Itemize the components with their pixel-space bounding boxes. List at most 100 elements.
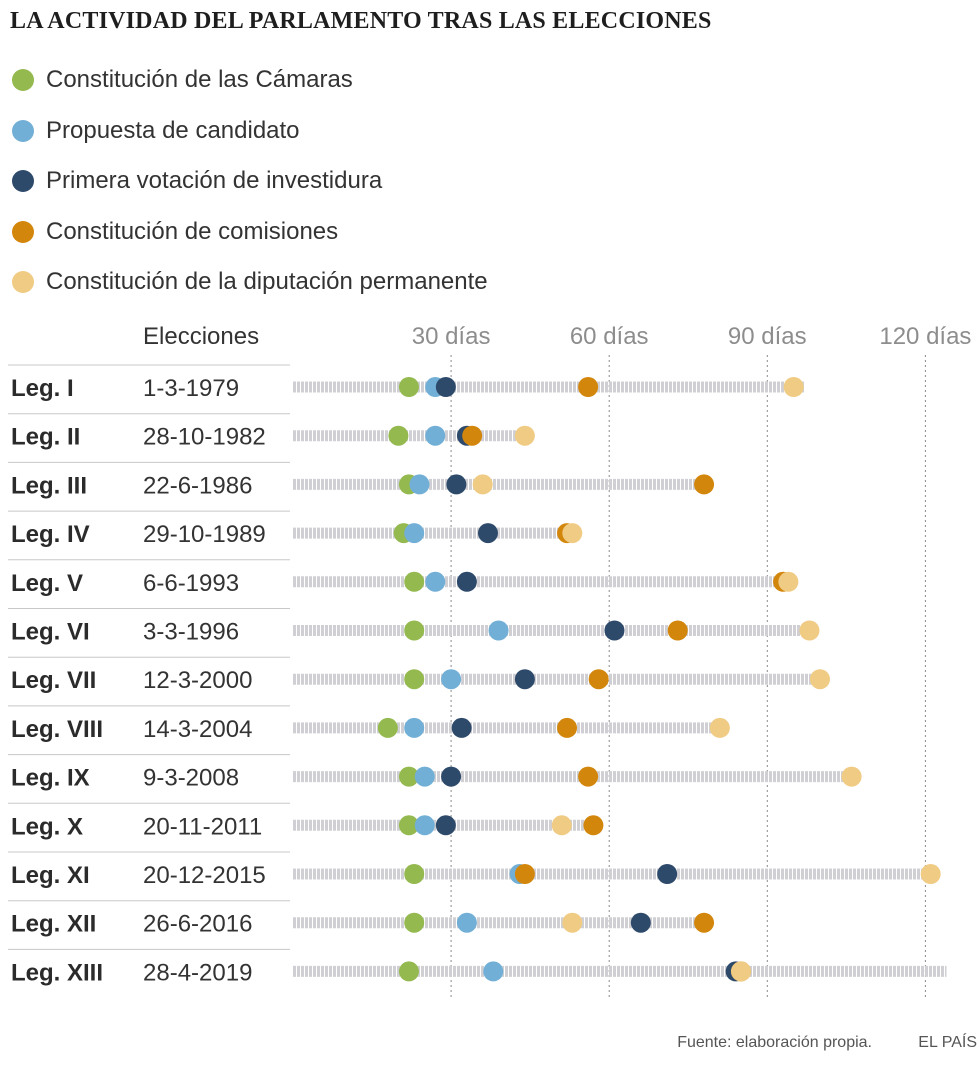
x-tick-label: 60 días [570,323,649,350]
dot-votacion [630,912,651,933]
dot-camaras [398,961,419,982]
legend-dot-camaras [12,69,34,92]
dot-camaras [398,377,419,397]
dot-comisiones [583,815,604,836]
dot-candidato [441,669,462,690]
row-election-date: 20-11-2011 [143,813,262,840]
dot-votacion [446,474,467,495]
row-legislature-label: Leg. XII [11,911,96,938]
dot-votacion [604,620,625,641]
dot-diputacion [472,474,493,495]
dot-camaras [398,766,419,787]
legend-dot-candidato [12,119,34,142]
legend-label-camaras: Constitución de las Cámaras [46,66,353,94]
row-election-date: 14-3-2004 [143,716,252,743]
dot-comisiones [578,766,599,787]
dot-votacion [435,377,456,397]
dot-votacion [451,717,472,738]
row-legislature-label: Leg. X [11,813,83,840]
dot-votacion [441,766,462,787]
row-election-date: 20-12-2015 [143,862,266,889]
row-legislature-label: Leg. III [11,472,87,499]
legend-item-camaras: Constitución de las Cámaras [12,55,488,106]
dot-candidato [414,766,435,787]
row-election-date: 26-6-2016 [143,911,252,938]
legend-label-comisiones: Constitución de comisiones [46,217,339,245]
dot-candidato [425,571,446,592]
dot-camaras [398,815,419,836]
dot-candidato [488,620,509,641]
chart-title: LA ACTIVIDAD DEL PARLAMENTO TRAS LAS ELE… [10,8,712,34]
x-tick-label: 120 días [879,323,971,350]
dot-comisiones [557,717,578,738]
row-legislature-label: Leg. IV [11,521,90,548]
row-election-date: 1-3-1979 [143,375,239,402]
row-election-date: 22-6-1986 [143,472,252,499]
legend-dot-diputacion [12,271,34,294]
dot-diputacion [562,912,583,933]
dot-votacion [477,523,498,544]
dot-camaras [404,571,425,592]
dot-comisiones [514,864,535,884]
row-election-date: 12-3-2000 [143,667,252,694]
dot-camaras [404,912,425,933]
legend: Constitución de las Cámaras Propuesta de… [12,55,488,308]
dot-diputacion [551,815,572,836]
row-legislature-label: Leg. VII [11,667,96,694]
row-legislature-label: Leg. XIII [11,959,103,986]
dot-camaras [388,425,409,446]
dot-diputacion [562,523,583,544]
legend-item-diputacion: Constitución de la diputación permanente [12,257,488,308]
dot-candidato [456,912,477,933]
dot-diputacion [709,717,730,738]
legend-label-candidato: Propuesta de candidato [46,116,300,144]
dot-comisiones [588,669,609,690]
row-legislature-label: Leg. VI [11,619,90,646]
row-legislature-label: Leg. I [11,375,74,402]
dot-diputacion [841,766,862,787]
dot-camaras [404,669,425,690]
x-tick-label: 90 días [728,323,807,350]
dot-votacion [514,669,535,690]
dot-diputacion [778,571,799,592]
row-election-date: 9-3-2008 [143,765,239,792]
row-legislature-label: Leg. XI [11,862,90,889]
legend-item-candidato: Propuesta de candidato [12,106,488,157]
dot-diputacion [920,864,941,884]
legend-label-votacion: Primera votación de investidura [46,167,383,195]
dot-diputacion [730,961,751,982]
x-tick-label: 30 días [412,323,491,350]
dot-votacion [456,571,477,592]
dot-comisiones [462,425,483,446]
legend-label-diputacion: Constitución de la diputación permanente [46,268,488,296]
dot-comisiones [667,620,688,641]
dot-candidato [404,523,425,544]
dot-candidato [404,717,425,738]
legend-dot-comisiones [12,220,34,243]
column-header-elecciones: Elecciones [143,323,259,350]
dot-camaras [404,620,425,641]
row-election-date: 28-4-2019 [143,959,252,986]
dot-votacion [657,864,678,884]
timeline-chart: Elecciones 30 días 60 días 90 días 120 días L… [8,323,971,1000]
dot-comisiones [578,377,599,397]
dot-camaras [404,864,425,884]
brand-label: EL PAÍS [918,1034,977,1051]
dot-comisiones [694,912,715,933]
legend-dot-votacion [12,170,34,193]
row-legislature-label: Leg. VIII [11,716,103,743]
dot-candidato [425,425,446,446]
legend-item-comisiones: Constitución de comisiones [12,207,488,258]
dot-candidato [414,815,435,836]
row-election-date: 6-6-1993 [143,570,239,597]
dot-votacion [435,815,456,836]
source-note: Fuente: elaboración propia. [677,1034,872,1051]
row-legislature-label: Leg. IX [11,765,90,792]
row-election-date: 3-3-1996 [143,619,239,646]
dot-diputacion [783,377,804,397]
dot-diputacion [799,620,820,641]
dot-diputacion [810,669,830,690]
row-legislature-label: Leg. II [11,424,80,451]
row-election-date: 28-10-1982 [143,424,266,451]
dot-candidato [483,961,504,982]
